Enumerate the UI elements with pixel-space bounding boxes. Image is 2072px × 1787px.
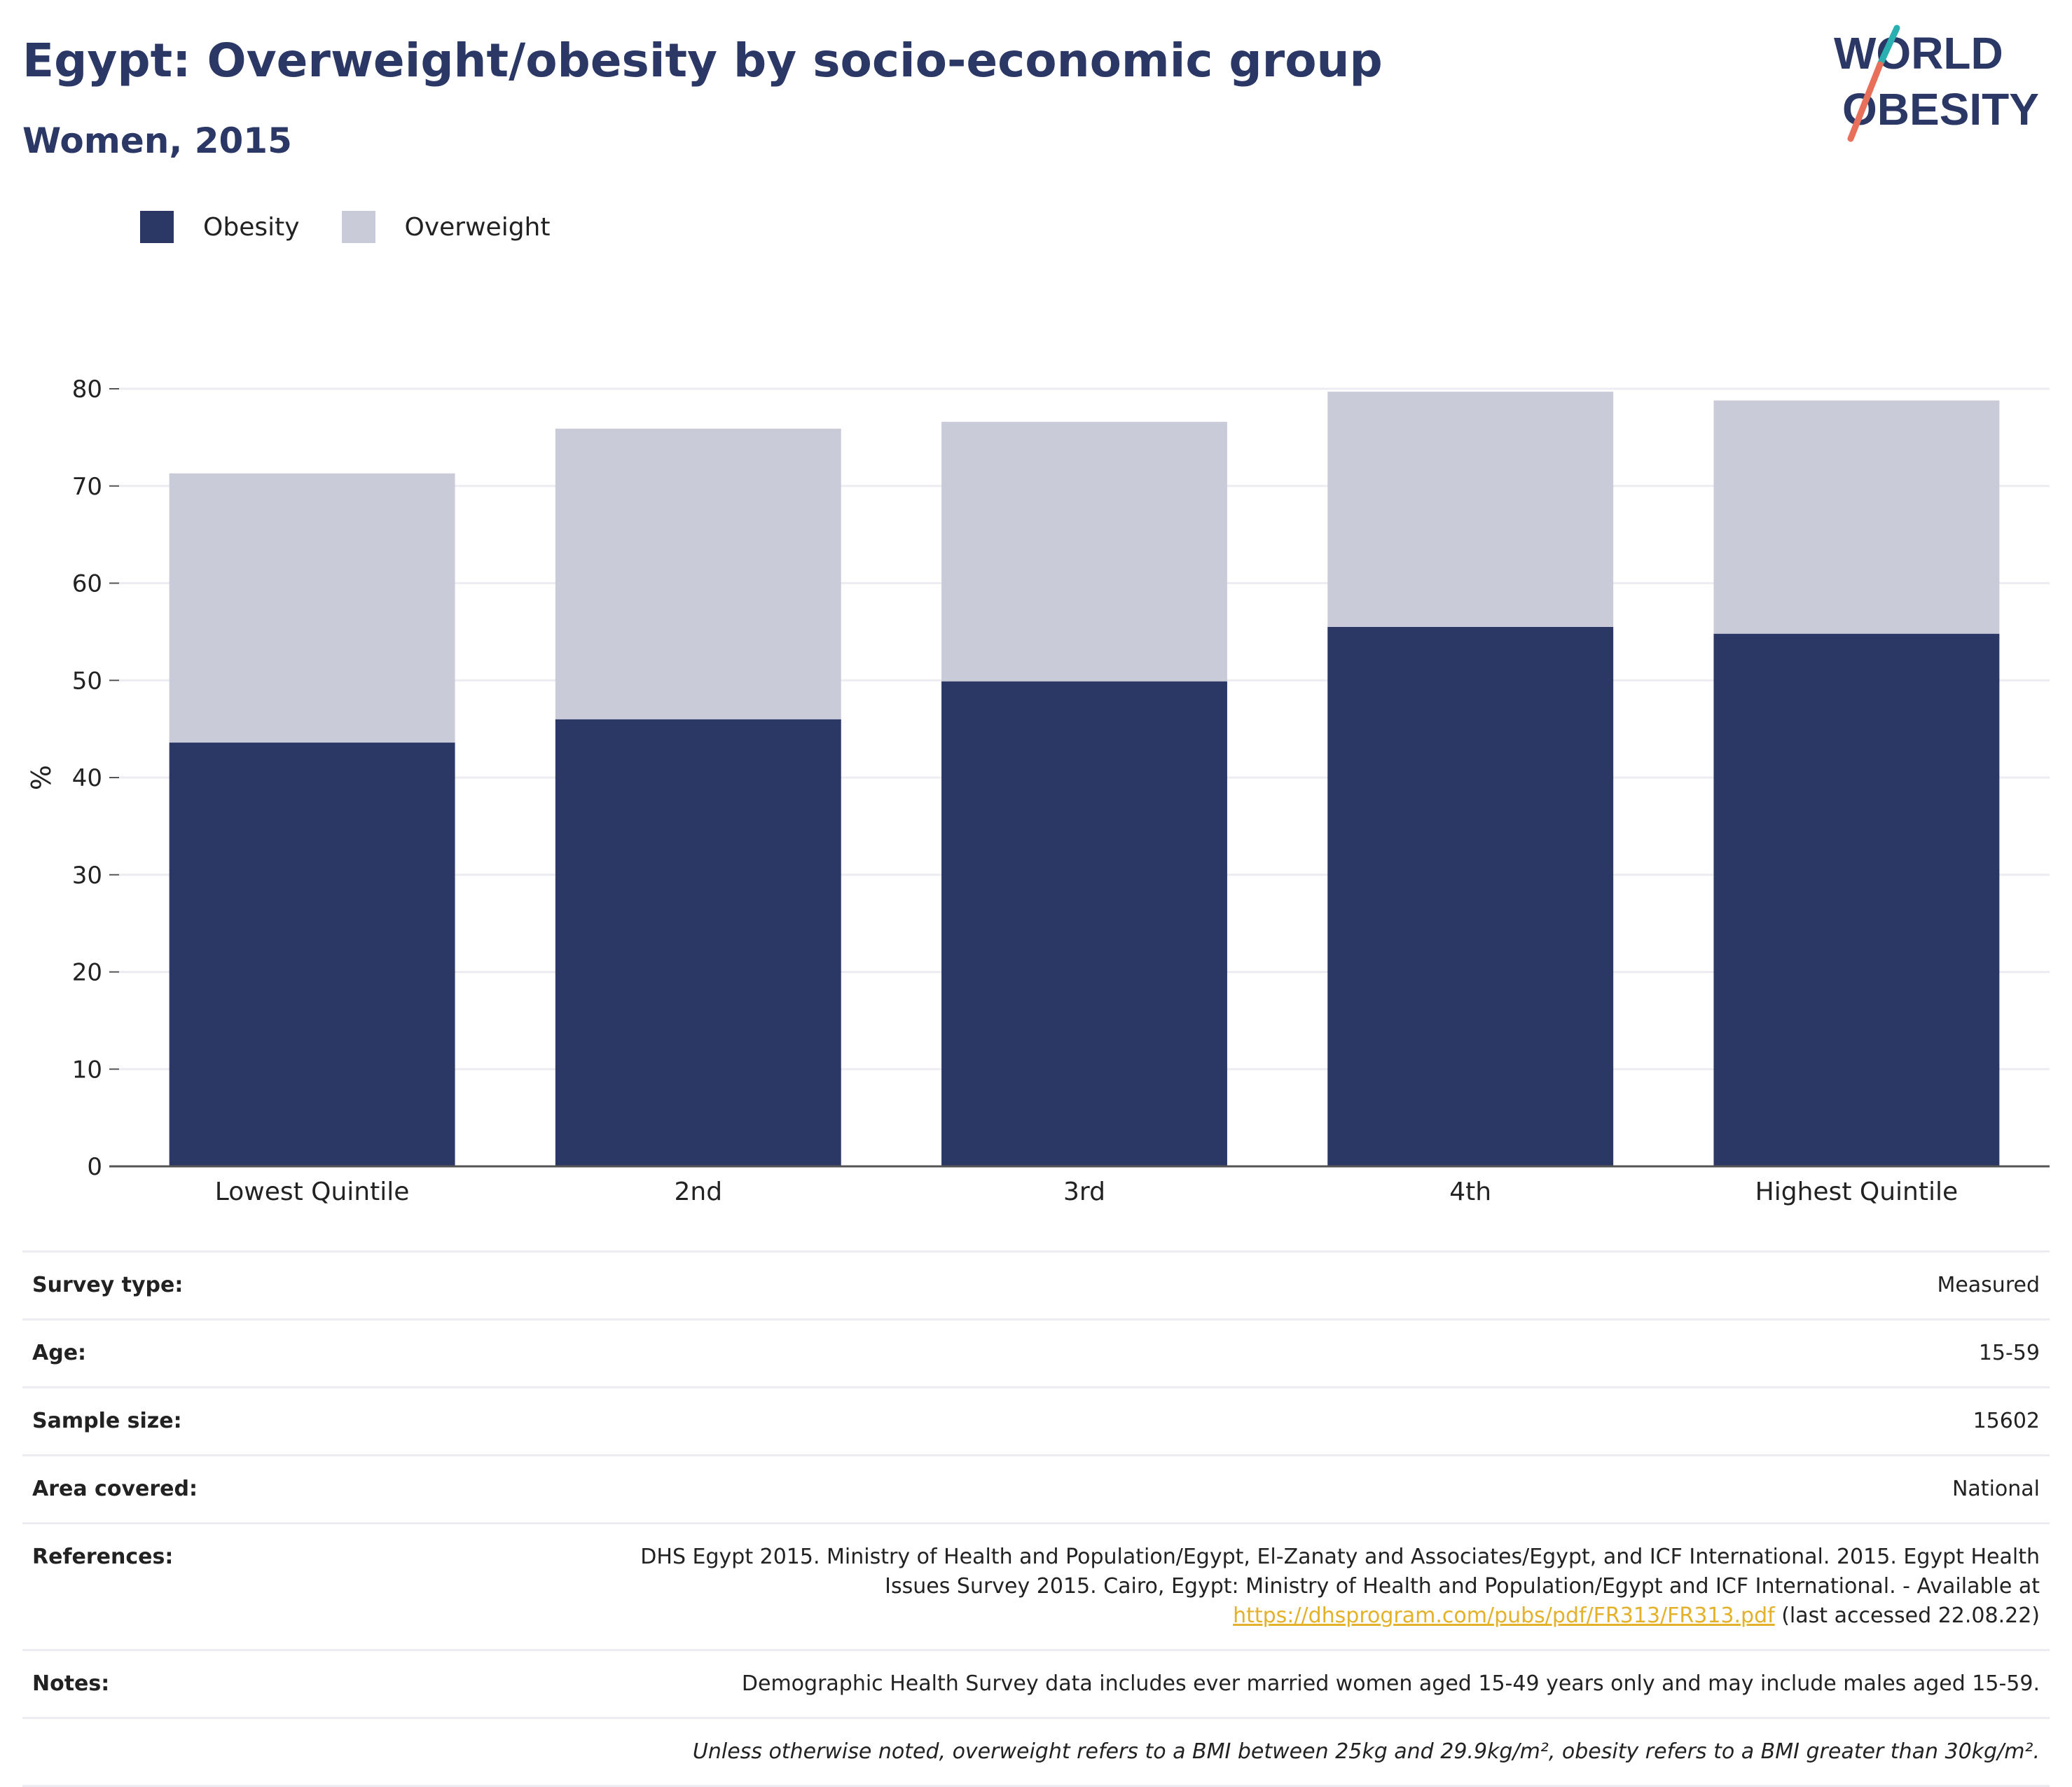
legend-label-obesity: Obesity bbox=[203, 212, 300, 242]
y-tick-label: 10 bbox=[72, 1056, 102, 1084]
bar-overweight[interactable] bbox=[941, 422, 1227, 682]
info-row-footnote: Unless otherwise noted, overweight refer… bbox=[22, 1717, 2050, 1787]
info-row-notes: Notes: Demographic Health Survey data in… bbox=[22, 1649, 2050, 1718]
info-row-age: Age: 15-59 bbox=[22, 1318, 2050, 1388]
info-value-sample-size: 15602 bbox=[434, 1386, 2050, 1456]
info-key-area-covered: Area covered: bbox=[22, 1454, 434, 1524]
info-row-references: References: DHS Egypt 2015. Ministry of … bbox=[22, 1522, 2050, 1650]
info-key-references: References: bbox=[22, 1522, 434, 1650]
y-tick-label: 80 bbox=[72, 375, 102, 403]
bmi-definition-footnote: Unless otherwise noted, overweight refer… bbox=[434, 1717, 2050, 1787]
bars bbox=[169, 392, 2000, 1166]
bar-obesity[interactable] bbox=[1713, 633, 2000, 1166]
y-tick-label: 20 bbox=[72, 959, 102, 987]
references-link[interactable]: https://dhsprogram.com/pubs/pdf/FR313/FR… bbox=[1233, 1603, 1775, 1628]
survey-info-table: Survey type: Measured Age: 15-59 Sample … bbox=[22, 1250, 2050, 1787]
references-suffix: (last accessed 22.08.22) bbox=[1774, 1603, 2040, 1628]
x-tick-label: Lowest Quintile bbox=[215, 1178, 410, 1206]
world-obesity-logo: WORLD OBESITY bbox=[1834, 25, 2039, 142]
references-line-2: Issues Survey 2015. Cairo, Egypt: Minist… bbox=[885, 1574, 2040, 1599]
bar-obesity[interactable] bbox=[941, 681, 1227, 1166]
chart-subtitle: Women, 2015 bbox=[22, 120, 292, 161]
y-tick-label: 30 bbox=[72, 862, 102, 890]
info-row-survey-type: Survey type: Measured bbox=[22, 1250, 2050, 1320]
y-tick-label: 0 bbox=[87, 1153, 102, 1181]
x-tick-label: 2nd bbox=[675, 1178, 723, 1206]
bar-obesity[interactable] bbox=[555, 719, 841, 1166]
y-tick-label: 60 bbox=[72, 570, 102, 598]
bar-obesity[interactable] bbox=[169, 743, 455, 1166]
legend-label-overweight: Overweight bbox=[404, 212, 551, 242]
bar-overweight[interactable] bbox=[1713, 400, 2000, 634]
bar-overweight[interactable] bbox=[1327, 392, 1614, 627]
legend-item-obesity[interactable]: Obesity bbox=[140, 211, 300, 243]
bar-chart: 0 10 20 30 40 50 60 70 80 Lowest Quintile 2nd 3rd 4… bbox=[26, 375, 2050, 1206]
logo-line-obesity: OBESITY bbox=[1842, 84, 2039, 134]
chart-legend: Obesity Overweight bbox=[140, 209, 592, 245]
legend-swatch-obesity bbox=[140, 211, 174, 243]
logo-slash-bottom bbox=[1847, 61, 1884, 142]
legend-swatch-overweight bbox=[341, 211, 375, 243]
logo-line-world: WORLD bbox=[1834, 28, 2003, 78]
legend-item-overweight[interactable]: Overweight bbox=[341, 211, 551, 243]
info-value-survey-type: Measured bbox=[434, 1250, 2050, 1320]
info-row-sample-size: Sample size: 15602 bbox=[22, 1386, 2050, 1456]
info-key-sample-size: Sample size: bbox=[22, 1386, 434, 1456]
references-line-1: DHS Egypt 2015. Ministry of Health and P… bbox=[640, 1545, 2040, 1569]
info-key-notes: Notes: bbox=[22, 1649, 434, 1718]
bar-overweight[interactable] bbox=[555, 428, 841, 719]
info-value-age: 15-59 bbox=[434, 1318, 2050, 1388]
x-tick-label: 3rd bbox=[1063, 1178, 1105, 1206]
logo-slash-top bbox=[1877, 25, 1900, 68]
x-tick-label: Highest Quintile bbox=[1755, 1178, 1958, 1206]
info-key-survey-type: Survey type: bbox=[22, 1250, 434, 1320]
y-tick-label: 70 bbox=[72, 473, 102, 501]
x-tick-label: 4th bbox=[1449, 1178, 1491, 1206]
y-tick-label: 40 bbox=[72, 764, 102, 792]
y-axis-title: % bbox=[26, 765, 57, 790]
y-tick-labels: 0 10 20 30 40 50 60 70 80 bbox=[72, 375, 119, 1181]
info-row-area-covered: Area covered: National bbox=[22, 1454, 2050, 1524]
info-value-notes: Demographic Health Survey data includes … bbox=[434, 1649, 2050, 1718]
chart-title: Egypt: Overweight/obesity by socio-econo… bbox=[22, 34, 1383, 88]
info-key-empty bbox=[22, 1717, 434, 1787]
info-key-age: Age: bbox=[22, 1318, 434, 1388]
bar-obesity[interactable] bbox=[1327, 626, 1614, 1166]
bar-overweight[interactable] bbox=[169, 473, 455, 743]
info-value-references: DHS Egypt 2015. Ministry of Health and P… bbox=[434, 1522, 2050, 1650]
info-value-area-covered: National bbox=[434, 1454, 2050, 1524]
y-tick-label: 50 bbox=[72, 667, 102, 695]
x-tick-labels: Lowest Quintile 2nd 3rd 4th Highest Quintile bbox=[215, 1178, 1958, 1206]
